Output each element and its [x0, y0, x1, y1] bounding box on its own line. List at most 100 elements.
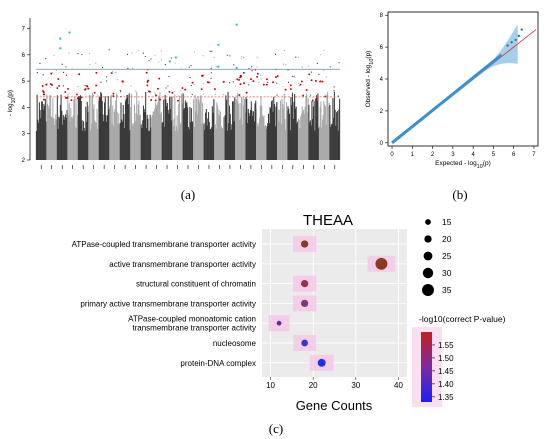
- manhattan-snp-point: [259, 74, 261, 76]
- manhattan-snp-point: [190, 65, 192, 67]
- color-legend-tick-label: 1.50: [438, 354, 454, 363]
- suggestive-snp-point: [42, 89, 44, 92]
- suggestive-snp-point: [308, 73, 311, 76]
- manhattan-snp-point: [276, 94, 278, 96]
- manhattan-snp-point: [338, 62, 340, 64]
- manhattan-chromosome-12: [151, 50, 162, 160]
- manhattan-chromosome-1: [35, 58, 47, 160]
- suggestive-snp-point: [299, 83, 302, 86]
- qq-tail-point: [510, 41, 513, 44]
- suggestive-snp-point: [305, 89, 308, 91]
- size-legend-dot: [424, 235, 432, 243]
- manhattan-snp-point: [260, 78, 262, 80]
- size-legend-label: 30: [442, 268, 452, 278]
- enrichment-dot: [276, 320, 282, 326]
- suggestive-snp-point: [95, 84, 98, 87]
- suggestive-snp-point: [274, 76, 277, 79]
- manhattan-snp-point: [154, 54, 156, 56]
- manhattan-y-tick-label: 6: [22, 53, 26, 59]
- manhattan-snp-point: [173, 90, 175, 92]
- suggestive-snp-point: [289, 84, 292, 87]
- manhattan-snp-point: [241, 55, 243, 58]
- manhattan-snp-point: [221, 81, 223, 83]
- suggestive-snp-point: [70, 99, 73, 102]
- suggestive-snp-point: [276, 75, 279, 77]
- size-legend-label: 20: [442, 234, 452, 244]
- suggestive-snp-point: [239, 74, 242, 77]
- manhattan-snp-point: [309, 94, 312, 96]
- manhattan-snp-point: [189, 77, 191, 79]
- manhattan-snp-point: [50, 87, 52, 89]
- suggestive-snp-point: [239, 76, 241, 79]
- manhattan-snp-point: [235, 85, 237, 87]
- suggestive-snp-point: [110, 72, 113, 74]
- manhattan-snp-point: [298, 84, 300, 87]
- manhattan-snp-point: [111, 70, 114, 72]
- qq-tail-point: [520, 28, 523, 31]
- suggestive-snp-point: [256, 72, 259, 75]
- manhattan-snp-point: [65, 66, 67, 68]
- manhattan-snp-point: [242, 57, 245, 59]
- manhattan-snp-point: [114, 72, 116, 74]
- suggestive-snp-point: [50, 72, 53, 75]
- suggestive-snp-point: [324, 95, 327, 98]
- manhattan-snp-point: [81, 53, 83, 56]
- manhattan-snp-point: [77, 85, 79, 88]
- suggestive-snp-point: [95, 71, 98, 74]
- manhattan-chromosome-9: [119, 53, 131, 160]
- manhattan-chromosome-23: [266, 53, 278, 160]
- suggestive-snp-point: [86, 85, 89, 88]
- suggestive-snp-point: [290, 88, 292, 90]
- manhattan-snp-point: [154, 92, 156, 94]
- manhattan-snp-point: [158, 61, 160, 63]
- suggestive-snp-point: [57, 78, 60, 80]
- manhattan-snp-point: [323, 49, 325, 51]
- manhattan-snp-point: [115, 71, 117, 73]
- enrichment-dot: [300, 240, 309, 248]
- suggestive-snp-point: [158, 77, 161, 80]
- significant-snp-point: [168, 60, 171, 63]
- manhattan-chromosome-14: [172, 62, 183, 160]
- manhattan-snp-point: [116, 79, 118, 81]
- suggestive-snp-point: [207, 81, 210, 84]
- manhattan-snp-point: [256, 56, 258, 58]
- suggestive-snp-point: [177, 99, 179, 102]
- manhattan-snp-point: [188, 66, 190, 68]
- suggestive-snp-point: [155, 94, 157, 97]
- manhattan-snp-point: [93, 94, 95, 96]
- enrichment-term-label: primary active transmembrane transporter…: [80, 299, 256, 308]
- suggestive-snp-point: [76, 97, 79, 100]
- size-legend-label: 15: [442, 217, 452, 227]
- suggestive-snp-point: [315, 98, 318, 101]
- manhattan-snp-point: [297, 56, 299, 58]
- manhattan-snp-point: [193, 83, 195, 86]
- suggestive-snp-point: [93, 91, 96, 94]
- manhattan-snp-point: [202, 83, 204, 85]
- manhattan-chromosome-16: [193, 51, 204, 160]
- suggestive-snp-point: [56, 87, 59, 89]
- manhattan-snp-point: [276, 82, 278, 84]
- manhattan-chromosome-5: [77, 53, 89, 160]
- manhattan-chromosome-6: [88, 52, 100, 160]
- manhattan-snp-point: [202, 93, 204, 95]
- manhattan-snp-point: [127, 67, 129, 70]
- size-legend: 15 20 25 30 35: [422, 217, 452, 296]
- enrichment-term-label: ATPase-coupled transmembrane transporter…: [72, 240, 256, 249]
- manhattan-snp-point: [105, 76, 108, 78]
- suggestive-snp-point: [112, 92, 115, 95]
- enrichment-dot-plot: THEAA ATPase-coupled transmembrane trans…: [72, 212, 506, 436]
- manhattan-chromosome-2: [46, 54, 58, 160]
- color-legend-tick-label: 1.35: [438, 393, 454, 402]
- manhattan-snp-point: [285, 64, 287, 66]
- suggestive-snp-point: [171, 91, 174, 94]
- significant-snp-point: [217, 43, 220, 46]
- manhattan-snp-point: [209, 50, 211, 52]
- manhattan-snp-point: [160, 50, 162, 52]
- suggestive-snp-point: [213, 88, 216, 91]
- manhattan-snp-point: [232, 81, 234, 83]
- manhattan-snp-point: [61, 63, 63, 65]
- suggestive-snp-point: [250, 78, 252, 81]
- qq-y-tick-label: 2: [380, 109, 384, 115]
- manhattan-snp-point: [53, 54, 55, 56]
- suggestive-snp-point: [43, 93, 46, 96]
